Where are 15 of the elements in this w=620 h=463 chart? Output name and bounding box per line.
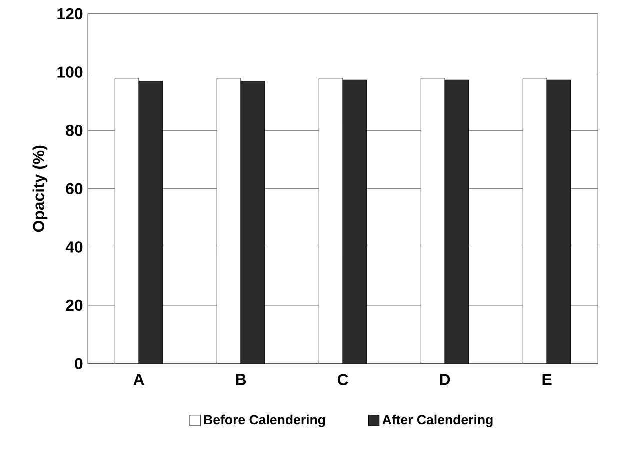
y-tick-label: 80: [66, 124, 83, 136]
x-tick-label: C: [338, 374, 348, 386]
x-tick-label: A: [134, 374, 144, 386]
legend-label: Before Calendering: [204, 414, 326, 428]
legend-label: After Calendering: [382, 414, 493, 428]
y-axis-title: Opacity (%): [32, 146, 48, 232]
y-tick-label: 120: [58, 8, 83, 20]
x-tick-label: B: [236, 374, 246, 386]
x-tick-label: D: [440, 374, 450, 386]
x-tick-label: E: [542, 374, 552, 386]
y-tick-label: 100: [58, 66, 83, 78]
y-tick-label: 0: [75, 358, 83, 370]
y-tick-label: 20: [66, 300, 83, 312]
y-tick-label: 60: [66, 183, 83, 194]
y-tick-label: 40: [66, 241, 83, 253]
